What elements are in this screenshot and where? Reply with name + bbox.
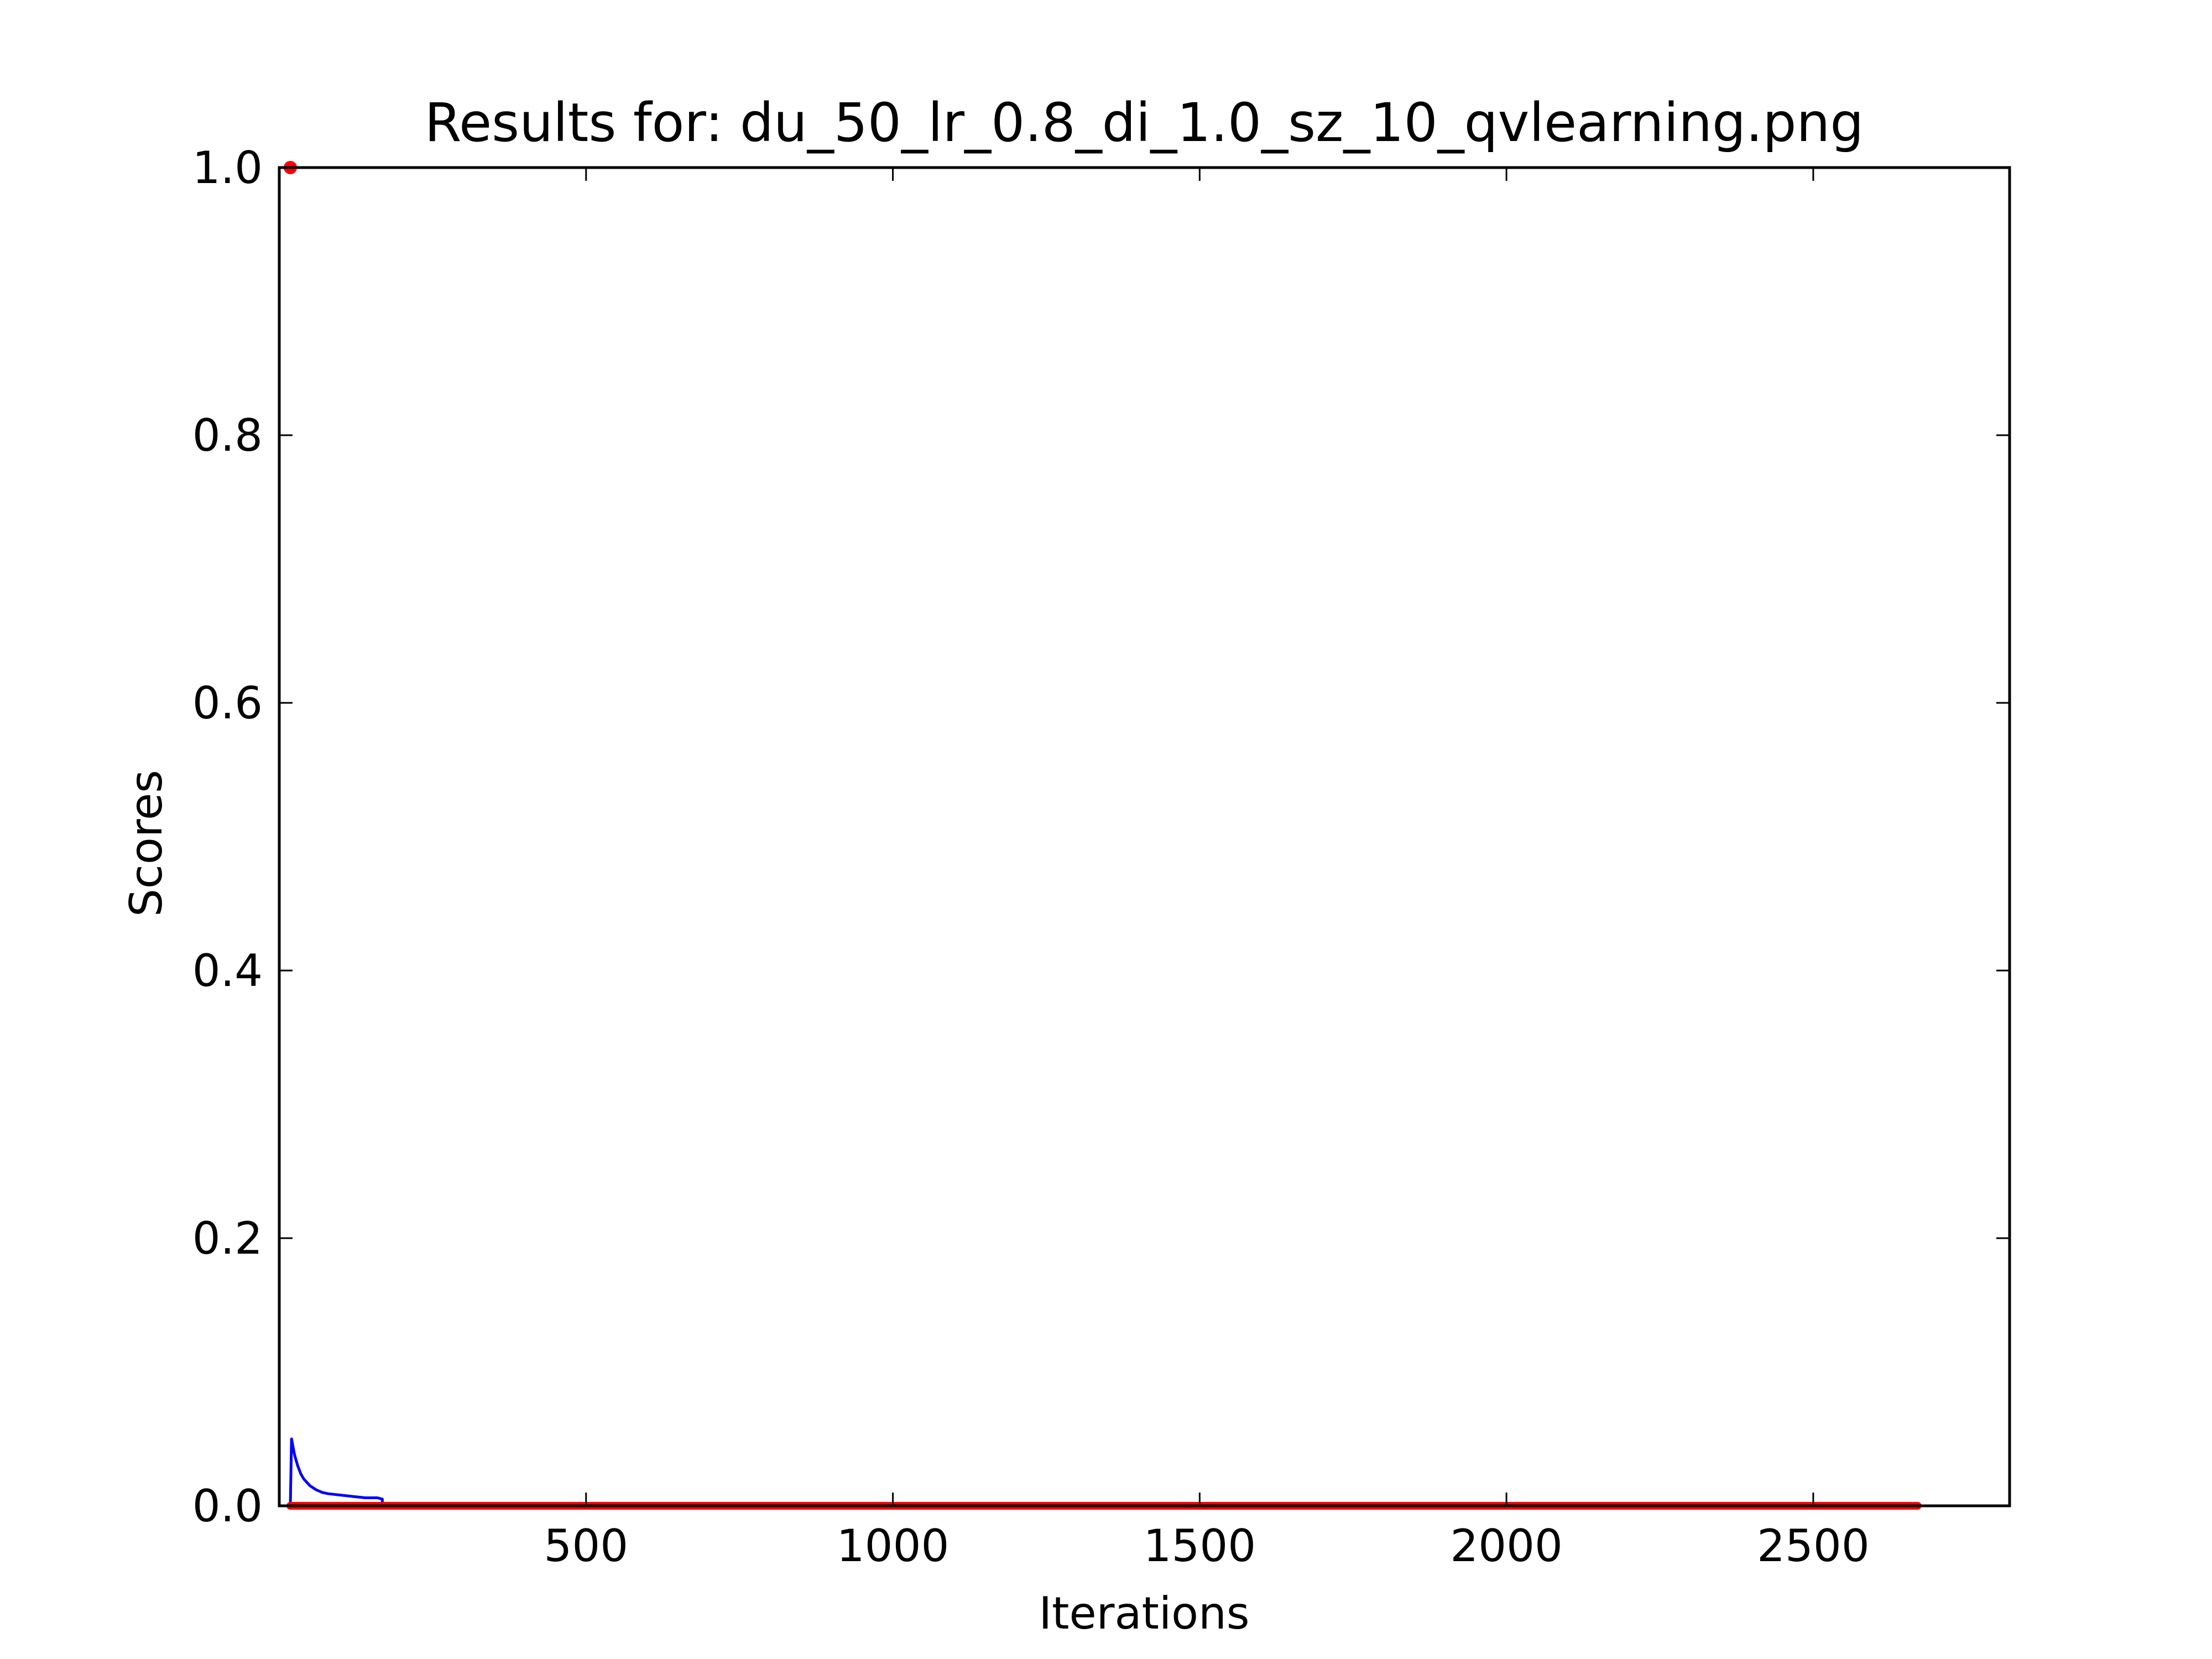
x-tick-label: 1500 — [1144, 1520, 1256, 1572]
y-tick-label: 0.4 — [192, 945, 263, 997]
x-axis-ticks: 500 1000 1500 2000 2500 — [544, 168, 1870, 1572]
y-axis-label: Scores — [121, 770, 172, 917]
series-0-line — [289, 1437, 384, 1507]
x-tick-label: 1000 — [837, 1520, 950, 1572]
x-tick-label: 2500 — [1757, 1520, 1870, 1572]
y-tick-label: 1.0 — [192, 142, 263, 194]
plot-frame — [278, 166, 2011, 1507]
x-axis-label: Iterations — [1039, 1588, 1249, 1639]
x-tick-label: 500 — [544, 1520, 628, 1572]
y-tick-label: 0.6 — [192, 677, 263, 729]
y-tick-label: 0.0 — [192, 1480, 263, 1532]
y-axis-ticks: 0.0 0.2 0.4 0.6 0.8 1.0 — [192, 142, 2010, 1532]
y-tick-label: 0.2 — [192, 1213, 263, 1264]
x-tick-label: 2000 — [1450, 1520, 1563, 1572]
y-tick-label: 0.8 — [192, 410, 263, 461]
chart-title: Results for: du_50_lr_0.8_di_1.0_sz_10_q… — [425, 92, 1864, 154]
